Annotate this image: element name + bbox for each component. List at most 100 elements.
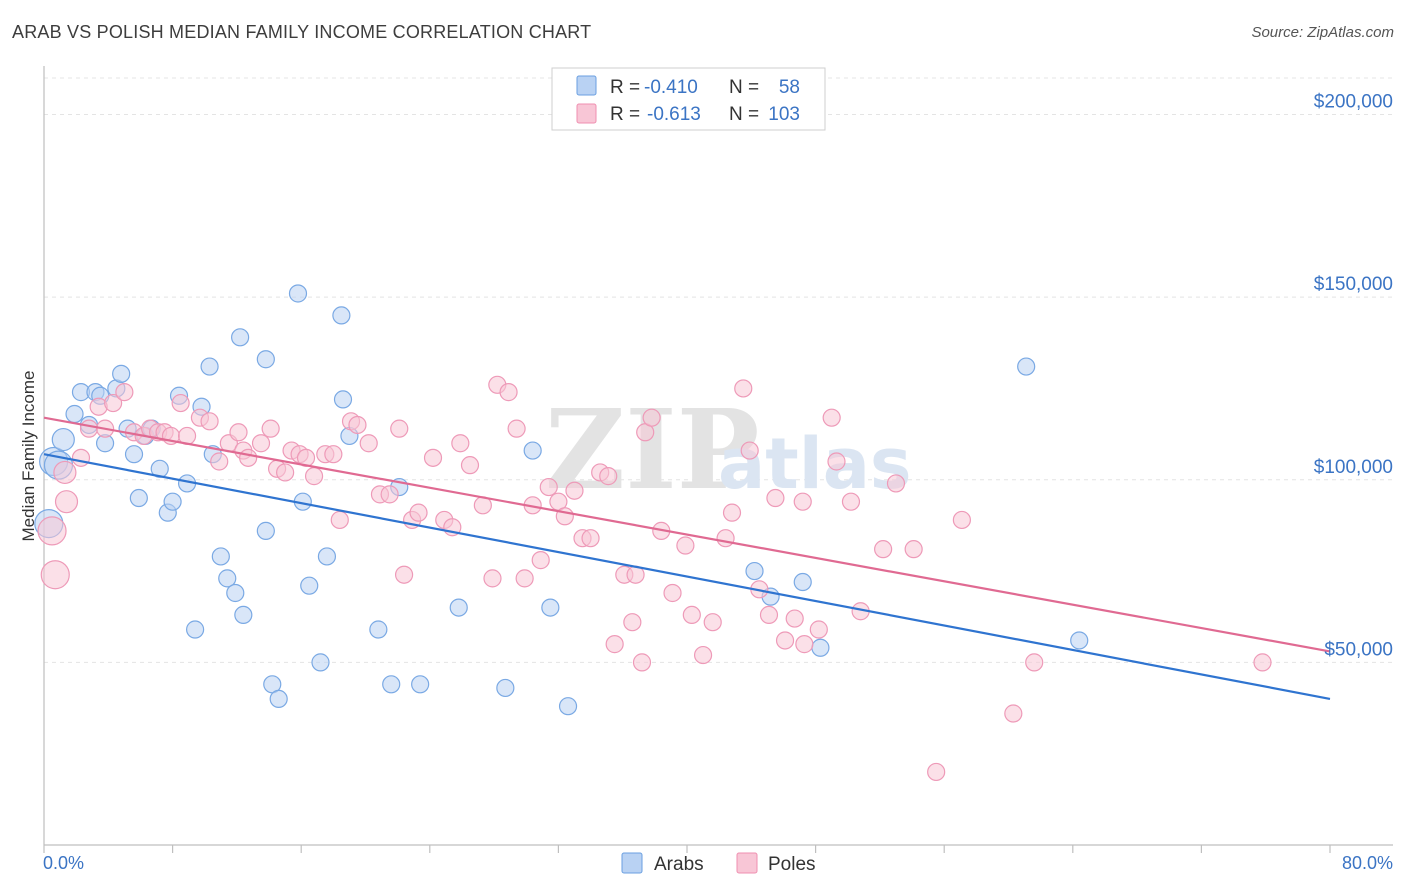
arabs-point <box>1070 631 1089 650</box>
poles-point <box>759 605 779 625</box>
poles-point <box>229 423 248 442</box>
trend-line-arabs <box>43 453 1331 700</box>
legend-swatch-arabs <box>576 75 597 96</box>
poles-point <box>1253 653 1272 672</box>
poles-point <box>599 467 618 486</box>
series-poles <box>37 375 1272 782</box>
poles-point <box>239 448 258 467</box>
x-tick-label-min: 0.0% <box>43 853 84 873</box>
poles-point <box>531 551 550 570</box>
arabs-point <box>793 572 812 592</box>
poles-point <box>330 510 349 530</box>
poles-point <box>210 452 229 471</box>
arabs-point <box>369 620 388 639</box>
correlation-legend: R = -0.410 N = 58 R = -0.613 N = 103 <box>551 67 826 131</box>
arabs-point <box>811 638 830 657</box>
poles-point <box>795 635 814 654</box>
arabs-point <box>200 357 219 376</box>
arabs-point <box>288 284 308 303</box>
poles-point <box>904 540 923 559</box>
arabs-point <box>332 306 351 325</box>
poles-point <box>71 448 91 467</box>
arabs-point <box>163 492 182 511</box>
poles-point <box>886 474 906 493</box>
poles-point <box>605 635 624 654</box>
poles-point <box>390 419 409 438</box>
x-tick-label-max: 80.0% <box>1342 853 1393 873</box>
y-axis-label: Median Family Income <box>19 370 38 541</box>
arabs-point <box>449 598 468 617</box>
poles-point <box>171 393 190 413</box>
arabs-point <box>234 605 253 625</box>
poles-point <box>276 463 295 482</box>
poles-point <box>623 613 642 632</box>
arabs-point <box>1017 357 1036 376</box>
legend-n-label-poles: N = <box>729 104 759 125</box>
poles-point <box>1025 653 1044 672</box>
y-tick-label: $50,000 <box>1324 639 1393 660</box>
gridlines <box>44 77 1393 663</box>
poles-point <box>104 393 123 413</box>
legend-r-label-arabs: R = <box>610 77 640 98</box>
poles-point <box>663 583 682 603</box>
arabs-point <box>382 675 401 694</box>
arabs-point <box>51 427 75 452</box>
legend-n-value-arabs: 58 <box>779 77 800 98</box>
poles-point <box>716 529 735 548</box>
arabs-point <box>226 583 245 603</box>
series-legend: Arabs Poles <box>621 852 816 875</box>
poles-point <box>304 467 324 486</box>
poles-point <box>251 434 271 453</box>
poles-point <box>1004 704 1023 723</box>
y-tick-labels: $50,000 $100,000 $150,000 $200,000 <box>1314 92 1393 661</box>
poles-point <box>115 383 134 402</box>
poles-point <box>324 445 343 464</box>
poles-point <box>632 653 652 672</box>
watermark-atlas: atlas <box>718 423 912 505</box>
y-tick-label: $100,000 <box>1314 457 1393 478</box>
y-tick-label: $200,000 <box>1314 92 1393 113</box>
arabs-point <box>541 598 560 617</box>
poles-point <box>676 536 695 555</box>
poles-point <box>809 620 828 639</box>
poles-point <box>79 419 99 438</box>
arabs-point <box>256 350 275 369</box>
poles-point <box>793 492 812 511</box>
poles-point <box>642 408 661 427</box>
legend-n-value-poles: 103 <box>768 104 800 125</box>
poles-point <box>460 456 480 475</box>
arabs-point <box>411 675 430 694</box>
poles-point <box>703 613 722 632</box>
arabs-point <box>112 364 131 383</box>
poles-point <box>766 488 785 508</box>
arabs-point <box>496 678 515 698</box>
arabs-point <box>317 547 337 566</box>
arabs-point <box>311 653 330 672</box>
poles-point <box>515 569 534 588</box>
y-tick-label: $150,000 <box>1314 274 1393 295</box>
poles-point <box>451 434 470 453</box>
watermark: ZIP atlas <box>545 385 912 514</box>
legend-r-value-poles: -0.613 <box>647 104 701 125</box>
poles-point <box>722 503 742 522</box>
arabs-point <box>333 390 353 409</box>
arabs-point <box>745 561 764 581</box>
poles-point <box>507 419 526 438</box>
poles-point <box>348 415 367 435</box>
arabs-point <box>186 620 205 639</box>
legend-swatch-poles <box>576 103 597 124</box>
legend-r-label-poles: R = <box>610 104 640 125</box>
poles-point <box>539 477 558 497</box>
trend-lines <box>43 416 1331 700</box>
poles-point <box>37 516 67 546</box>
poles-point <box>785 609 804 628</box>
poles-point <box>499 383 518 402</box>
arabs-point <box>211 547 230 566</box>
arabs-point <box>300 576 319 595</box>
poles-point <box>423 448 443 467</box>
legend-box <box>551 67 826 131</box>
poles-point <box>359 434 378 453</box>
arabs-point <box>218 569 237 588</box>
poles-point <box>54 490 79 514</box>
